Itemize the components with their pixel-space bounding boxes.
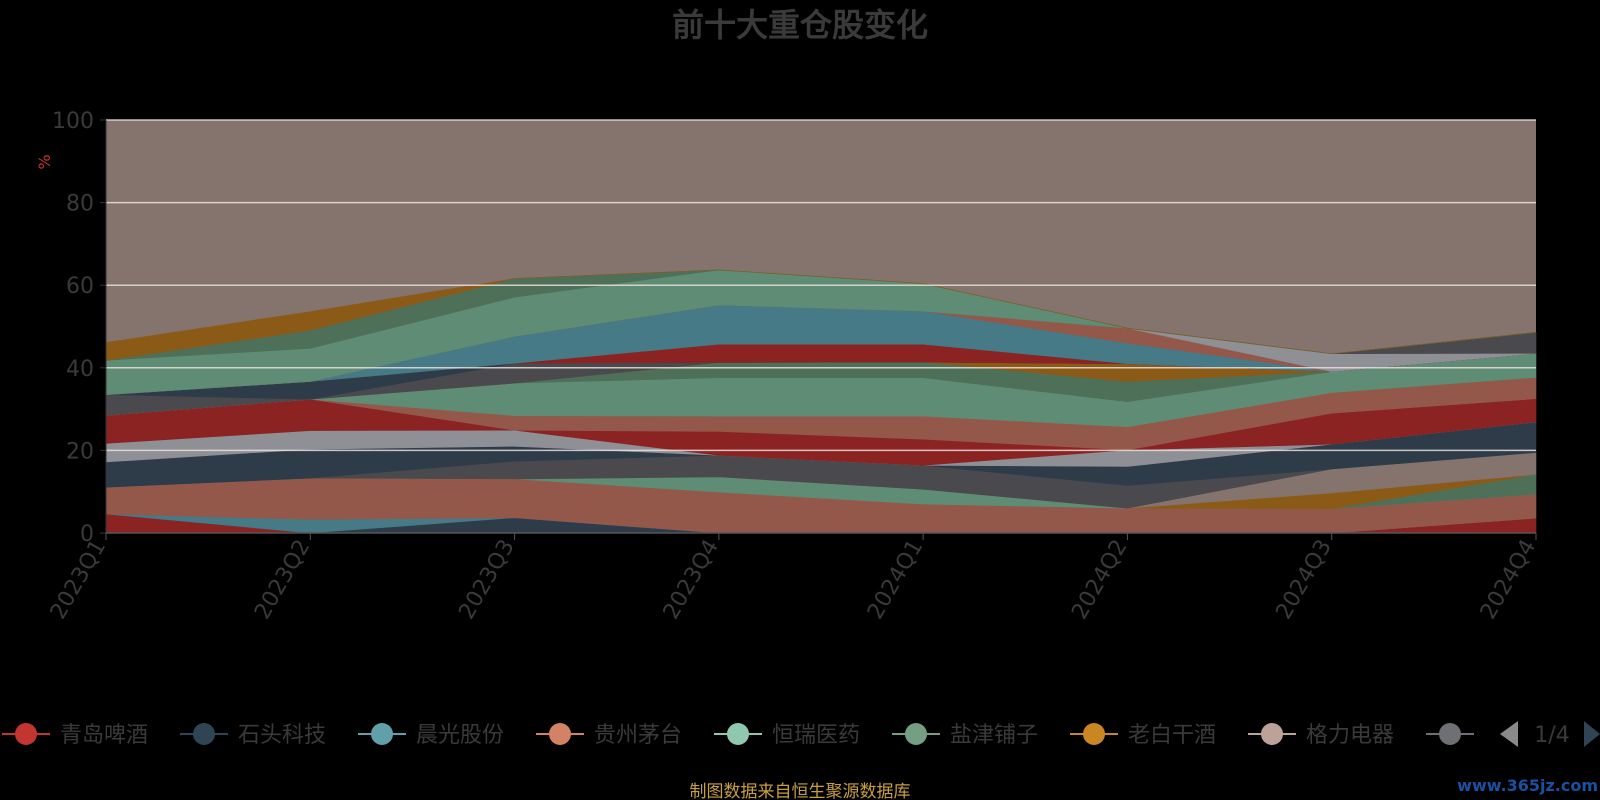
legend-next-icon[interactable] <box>1584 721 1600 747</box>
grid-lines <box>106 119 1536 452</box>
x-tick-label: 2024Q4 <box>1476 536 1541 624</box>
legend-label: 恒瑞医药 <box>772 723 860 748</box>
y-tick-label: 20 <box>66 439 94 464</box>
legend-label: 晨光股份 <box>416 723 504 748</box>
legend-label: 盐津铺子 <box>950 723 1038 748</box>
x-tick-label: 2023Q1 <box>46 536 111 624</box>
x-tick-label: 2023Q2 <box>250 536 315 624</box>
legend-marker-icon <box>15 723 37 745</box>
legend-item[interactable]: 格力电器 <box>1248 723 1394 748</box>
legend-marker-icon <box>371 723 393 745</box>
legend-label: 老白干酒 <box>1128 723 1216 748</box>
legend-item[interactable]: 石头科技 <box>180 723 326 748</box>
watermark: www.365jz.com <box>1457 776 1598 795</box>
legend-marker-icon <box>549 723 571 745</box>
legend-item[interactable]: 青岛啤酒 <box>2 723 148 748</box>
legend: 青岛啤酒 石头科技 晨光股份 贵州茅台 恒瑞医药 盐津铺子 老白干酒 格力电器 1/4 <box>2 721 1600 748</box>
y-tick-label: 0 <box>80 522 94 547</box>
x-tick-label: 2024Q1 <box>863 536 928 624</box>
legend-item[interactable]: 晨光股份 <box>358 723 504 748</box>
x-tick-label: 2024Q2 <box>1067 536 1132 624</box>
legend-marker-icon <box>905 723 927 745</box>
legend-label: 贵州茅台 <box>594 723 682 748</box>
legend-prev-icon[interactable] <box>1500 721 1518 747</box>
y-tick-label: 60 <box>66 274 94 299</box>
x-tick-label: 2023Q3 <box>454 536 519 624</box>
area-series-27 <box>105 269 1537 361</box>
legend-label: 青岛啤酒 <box>60 723 148 748</box>
legend-marker-icon <box>1261 723 1283 745</box>
legend-marker-icon <box>727 723 749 745</box>
legend-item[interactable]: 贵州茅台 <box>536 723 682 748</box>
chart-title: 前十大重仓股变化 <box>672 6 928 44</box>
legend-item[interactable]: 恒瑞医药 <box>714 723 860 748</box>
y-tick-label: 40 <box>66 357 94 382</box>
legend-page-indicator: 1/4 <box>1534 723 1569 748</box>
legend-item[interactable] <box>1426 723 1474 745</box>
source-note: 制图数据来自恒生聚源数据库 <box>690 782 911 800</box>
legend-marker-icon <box>1083 723 1105 745</box>
legend-item[interactable]: 老白干酒 <box>1070 723 1216 748</box>
y-axis-unit-label: % <box>35 154 54 169</box>
y-tick-label: 100 <box>52 109 94 134</box>
x-tick-label: 2024Q3 <box>1272 536 1337 624</box>
legend-label: 石头科技 <box>238 723 326 748</box>
area-series-group <box>105 269 1537 534</box>
legend-marker-icon <box>1439 723 1461 745</box>
x-tick-label: 2023Q4 <box>659 536 724 624</box>
legend-item[interactable]: 盐津铺子 <box>892 723 1038 748</box>
legend-marker-icon <box>193 723 215 745</box>
legend-label: 格力电器 <box>1306 723 1394 748</box>
y-tick-label: 80 <box>66 192 94 217</box>
